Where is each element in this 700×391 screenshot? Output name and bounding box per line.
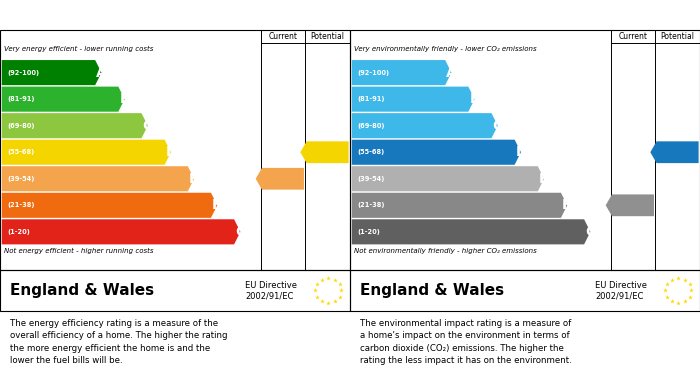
Text: Not environmentally friendly - higher CO₂ emissions: Not environmentally friendly - higher CO… <box>354 248 536 254</box>
Text: (39-54): (39-54) <box>8 176 35 182</box>
Polygon shape <box>1 60 102 85</box>
Text: (39-54): (39-54) <box>358 176 385 182</box>
Text: (69-80): (69-80) <box>8 123 35 129</box>
Polygon shape <box>650 141 699 163</box>
Text: The energy efficiency rating is a measure of the
overall efficiency of a home. T: The energy efficiency rating is a measur… <box>10 319 228 365</box>
Text: 58: 58 <box>672 147 687 157</box>
Text: (81-91): (81-91) <box>8 96 35 102</box>
Text: (55-68): (55-68) <box>358 149 385 155</box>
Polygon shape <box>351 113 498 138</box>
Text: EU Directive
2002/91/EC: EU Directive 2002/91/EC <box>245 281 297 300</box>
Text: (1-20): (1-20) <box>8 229 31 235</box>
Text: Current: Current <box>619 32 648 41</box>
Text: 47: 47 <box>277 174 293 184</box>
Polygon shape <box>1 113 148 138</box>
Text: C: C <box>493 119 503 133</box>
Polygon shape <box>1 219 240 244</box>
Text: B: B <box>470 92 480 106</box>
Text: The environmental impact rating is a measure of
a home's impact on the environme: The environmental impact rating is a mea… <box>360 319 573 365</box>
Polygon shape <box>351 166 544 191</box>
Text: Not energy efficient - higher running costs: Not energy efficient - higher running co… <box>4 248 153 254</box>
Polygon shape <box>351 140 521 165</box>
Text: E: E <box>189 172 198 186</box>
Text: G: G <box>585 225 596 239</box>
Text: 38: 38 <box>627 200 643 210</box>
Text: Potential: Potential <box>311 32 344 41</box>
Text: (21-38): (21-38) <box>358 202 385 208</box>
Text: A: A <box>96 66 107 80</box>
Text: F: F <box>562 198 571 212</box>
Text: Very energy efficient - lower running costs: Very energy efficient - lower running co… <box>4 46 153 52</box>
Polygon shape <box>351 219 590 244</box>
Text: F: F <box>212 198 221 212</box>
Text: D: D <box>166 145 177 159</box>
Text: EU Directive
2002/91/EC: EU Directive 2002/91/EC <box>595 281 647 300</box>
Text: England & Wales: England & Wales <box>360 283 505 298</box>
Polygon shape <box>300 141 349 163</box>
Text: Environmental Impact (CO₂) Rating: Environmental Impact (CO₂) Rating <box>360 9 593 22</box>
Text: E: E <box>539 172 548 186</box>
Text: C: C <box>143 119 153 133</box>
Polygon shape <box>351 60 452 85</box>
Text: Very environmentally friendly - lower CO₂ emissions: Very environmentally friendly - lower CO… <box>354 46 536 52</box>
Text: (81-91): (81-91) <box>358 96 385 102</box>
Polygon shape <box>351 86 475 112</box>
Polygon shape <box>256 168 304 190</box>
Text: A: A <box>446 66 457 80</box>
Text: G: G <box>235 225 246 239</box>
Text: England & Wales: England & Wales <box>10 283 155 298</box>
Text: Current: Current <box>269 32 298 41</box>
Polygon shape <box>351 193 567 218</box>
Text: (55-68): (55-68) <box>8 149 35 155</box>
Text: Potential: Potential <box>661 32 694 41</box>
Text: B: B <box>120 92 130 106</box>
Text: Energy Efficiency Rating: Energy Efficiency Rating <box>10 9 173 22</box>
Text: 68: 68 <box>322 147 337 157</box>
Polygon shape <box>1 140 171 165</box>
Text: (92-100): (92-100) <box>8 70 40 75</box>
Text: (1-20): (1-20) <box>358 229 381 235</box>
Polygon shape <box>1 193 217 218</box>
Polygon shape <box>1 166 194 191</box>
Text: (21-38): (21-38) <box>8 202 35 208</box>
Polygon shape <box>606 194 654 216</box>
Text: (69-80): (69-80) <box>358 123 385 129</box>
Text: D: D <box>516 145 527 159</box>
Polygon shape <box>1 86 125 112</box>
Text: (92-100): (92-100) <box>358 70 390 75</box>
